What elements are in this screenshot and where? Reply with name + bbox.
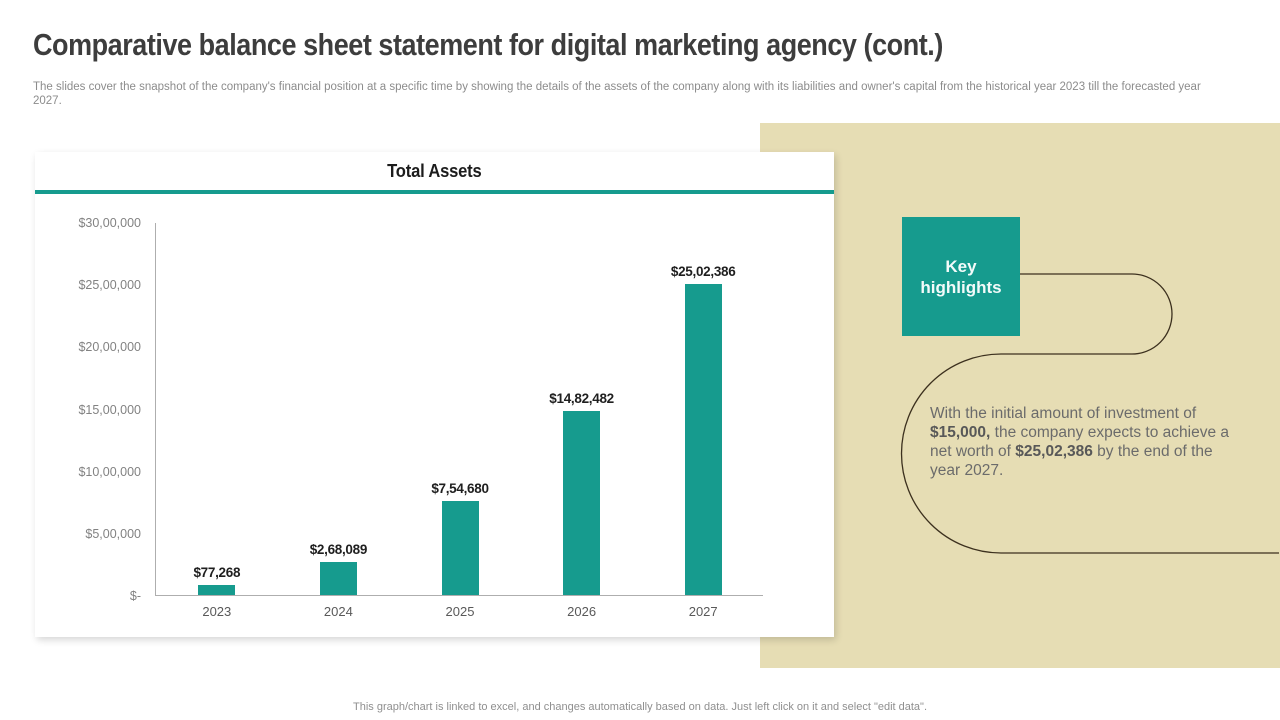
bar-2027 <box>684 284 722 595</box>
key-highlights-label: Key highlights <box>920 256 1002 297</box>
plot-area: $77,268 2023 $2,68,089 2024 $7,54,680 2025 $14… <box>155 223 763 619</box>
bar-2026 <box>563 411 601 595</box>
y-tick-label: $25,00,000 <box>78 278 141 293</box>
chart-title: Total Assets <box>35 161 834 182</box>
y-tick-label: $15,00,000 <box>78 402 141 417</box>
x-tick-label: 2027 <box>688 604 718 619</box>
bar-value-label: $2,68,089 <box>309 542 368 557</box>
y-tick-label: $5,00,000 <box>85 526 141 541</box>
x-tick-label: 2024 <box>323 604 353 619</box>
bar-value-label: $14,82,482 <box>549 391 614 406</box>
slide-subtitle: The slides cover the snapshot of the com… <box>33 81 1201 107</box>
bar-2023 <box>198 585 236 595</box>
footer-note: This graph/chart is linked to excel, and… <box>352 701 928 713</box>
y-tick-label: $20,00,000 <box>78 340 141 355</box>
y-tick-label: $- <box>129 589 141 603</box>
x-tick-label: 2025 <box>445 604 475 619</box>
y-tick-label: $30,00,000 <box>78 216 141 230</box>
x-tick-label: 2026 <box>567 604 597 619</box>
bar-value-label: $77,268 <box>193 565 241 580</box>
x-tick-label: 2023 <box>202 604 232 619</box>
key-highlights-box: Key highlights <box>902 217 1020 336</box>
bar-value-label: $25,02,386 <box>670 264 736 279</box>
page-title-text: Comparative balance sheet statement for … <box>33 27 943 62</box>
chart-title-underline <box>35 190 834 194</box>
bar-2024 <box>319 562 357 595</box>
page-title: Comparative balance sheet statement for … <box>33 27 1079 63</box>
key-highlights-note: With the initial amount of investment of… <box>930 405 1230 479</box>
bar-value-label: $7,54,680 <box>431 481 489 496</box>
y-axis-labels: $30,00,000 $25,00,000 $20,00,000 $15,00,000… <box>35 216 141 603</box>
chart-title-text: Total Assets <box>387 161 482 181</box>
bar-2025 <box>441 501 479 595</box>
y-tick-label: $10,00,000 <box>78 464 141 479</box>
chart-card[interactable]: Total Assets $30,00,000 $25,00,000 $20,00,… <box>35 152 834 637</box>
highlights-panel <box>760 123 1280 668</box>
